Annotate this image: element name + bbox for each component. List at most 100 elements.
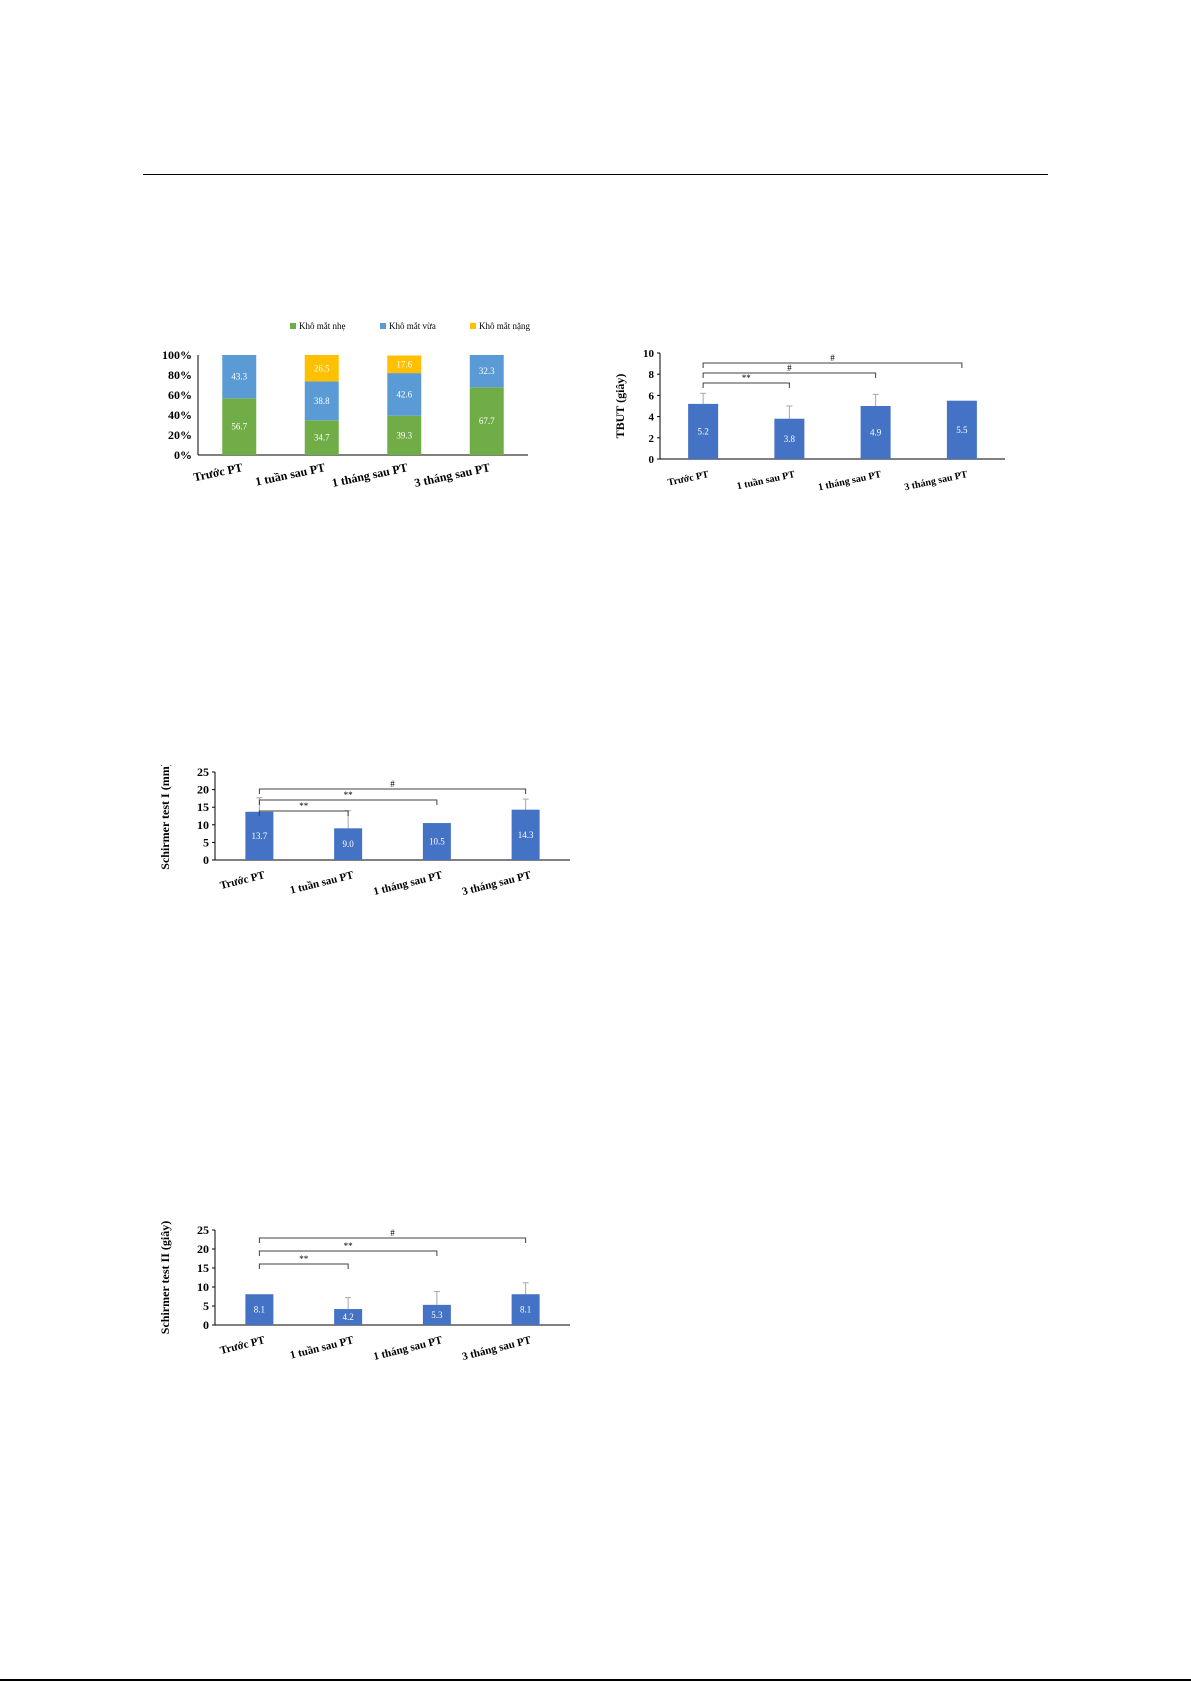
significance-bracket — [258, 1237, 527, 1243]
data-label: 4.2 — [343, 1312, 354, 1322]
data-label: 39.3 — [396, 430, 412, 440]
significance-bracket — [702, 362, 963, 368]
bar-segment — [387, 373, 422, 416]
legend-swatch — [380, 323, 386, 329]
y-tick-label: 2 — [649, 433, 655, 445]
bar — [946, 400, 977, 459]
significance-bracket — [258, 810, 349, 816]
bar — [511, 1294, 540, 1325]
significance-bracket — [258, 799, 438, 805]
data-label: 67.7 — [479, 416, 495, 426]
severity-chart: Khô mắt nhẹ Khô mắt vừa Khô mắt nặng 0% 20% 4… — [162, 321, 530, 490]
significance-label: ** — [299, 801, 309, 811]
y-tick-label: 5 — [203, 835, 209, 849]
significance-label: # — [787, 363, 792, 373]
legend-label: Khô mắt nặng — [479, 321, 530, 331]
y-tick-label: 80% — [168, 368, 192, 382]
data-label: 10.5 — [429, 837, 445, 847]
x-tick-label: Trước PT — [219, 869, 267, 892]
significance-label: ** — [742, 373, 752, 383]
data-label: 4.9 — [870, 428, 882, 438]
y-tick-label: 15 — [197, 1261, 209, 1275]
x-tick-label: 3 tháng sau PT — [413, 460, 491, 490]
data-label: 8.1 — [254, 1305, 265, 1315]
legend-swatch — [470, 323, 476, 329]
legend-label: Khô mắt vừa — [389, 321, 436, 331]
y-tick-label: 20 — [197, 783, 209, 797]
y-tick-label: 10 — [643, 348, 655, 360]
x-tick-label: 1 tháng sau PT — [372, 869, 444, 898]
x-tick-label: 1 tháng sau PT — [372, 1334, 444, 1363]
bar-segment — [222, 398, 257, 455]
bar-segment — [469, 355, 504, 388]
y-tick-label: 15 — [197, 800, 209, 814]
x-tick-label: 3 tháng sau PT — [461, 1334, 533, 1363]
significance-bracket — [702, 372, 877, 378]
y-tick-label: 6 — [649, 390, 655, 402]
x-tick-label: 1 tháng sau PT — [817, 469, 882, 493]
significance-label: ** — [344, 790, 354, 800]
y-tick-label: 60% — [168, 388, 192, 402]
y-tick-label: 25 — [197, 765, 209, 779]
data-label: 26.5 — [314, 363, 330, 373]
y-tick-label: 20 — [197, 1242, 209, 1256]
y-tick-label: 100% — [162, 348, 192, 362]
y-tick-label: 8 — [649, 369, 655, 381]
bar-segment — [304, 355, 339, 382]
bar-segment — [304, 420, 339, 455]
bar-segment — [387, 415, 422, 455]
y-tick-label: 4 — [649, 412, 655, 424]
significance-bracket — [702, 382, 790, 388]
data-label: 9.0 — [343, 839, 355, 849]
significance-bracket — [258, 1250, 438, 1256]
data-label: 38.8 — [314, 396, 330, 406]
x-tick-label: Trước PT — [667, 469, 710, 488]
significance-label: ** — [344, 1241, 354, 1251]
data-label: 42.6 — [396, 389, 412, 399]
bar-segment — [387, 355, 422, 374]
data-label: 5.3 — [431, 1310, 443, 1320]
bar-segment — [304, 381, 339, 421]
y-tick-label: 10 — [197, 818, 209, 832]
data-label: 43.3 — [231, 372, 247, 382]
data-label: 34.7 — [314, 433, 330, 443]
bar — [334, 1309, 363, 1325]
significance-label: ** — [299, 1254, 309, 1264]
significance-bracket — [258, 1263, 349, 1269]
x-tick-label: 3 tháng sau PT — [903, 469, 968, 493]
y-tick-label: 25 — [197, 1223, 209, 1237]
bar — [688, 403, 719, 459]
bar — [422, 823, 451, 860]
bar — [860, 406, 891, 459]
bar-segment — [469, 387, 504, 455]
legend-label: Khô mắt nhẹ — [299, 321, 346, 331]
footer-rule — [0, 1679, 1191, 1681]
data-label: 14.3 — [518, 830, 534, 840]
bar — [245, 811, 274, 860]
data-label: 8.1 — [520, 1305, 531, 1315]
data-label: 17.6 — [396, 359, 412, 369]
schirmer2-chart: 0 5 10 15 20 25 Schirmer test II (giây) 8.1 Trướ… — [158, 1221, 570, 1363]
x-tick-label: 1 tuần sau PT — [254, 460, 326, 488]
bar — [422, 1304, 451, 1325]
bar — [774, 418, 805, 459]
legend-swatch — [290, 323, 296, 329]
significance-label: # — [830, 353, 835, 363]
data-label: 32.3 — [479, 366, 495, 376]
y-tick-label: 20% — [168, 428, 192, 442]
data-label: 13.7 — [252, 831, 268, 841]
y-tick-label: 0 — [649, 454, 655, 466]
bar — [334, 828, 363, 860]
data-label: 3.8 — [784, 434, 796, 444]
y-tick-label: 0% — [174, 448, 192, 462]
data-label: 56.7 — [231, 422, 247, 432]
bar — [245, 1294, 274, 1325]
schirmer1-chart: 0 5 10 15 20 25 Schirmer test I (mm) 13.7 Trước … — [158, 765, 570, 898]
y-tick-label: 0 — [203, 1318, 209, 1332]
data-label: 5.2 — [698, 426, 709, 436]
significance-label: # — [390, 779, 395, 789]
y-tick-label: 40% — [168, 408, 192, 422]
x-tick-label: 1 tuần sau PT — [289, 1334, 356, 1362]
x-tick-label: 1 tuần sau PT — [736, 469, 797, 492]
x-tick-label: 3 tháng sau PT — [461, 869, 533, 898]
